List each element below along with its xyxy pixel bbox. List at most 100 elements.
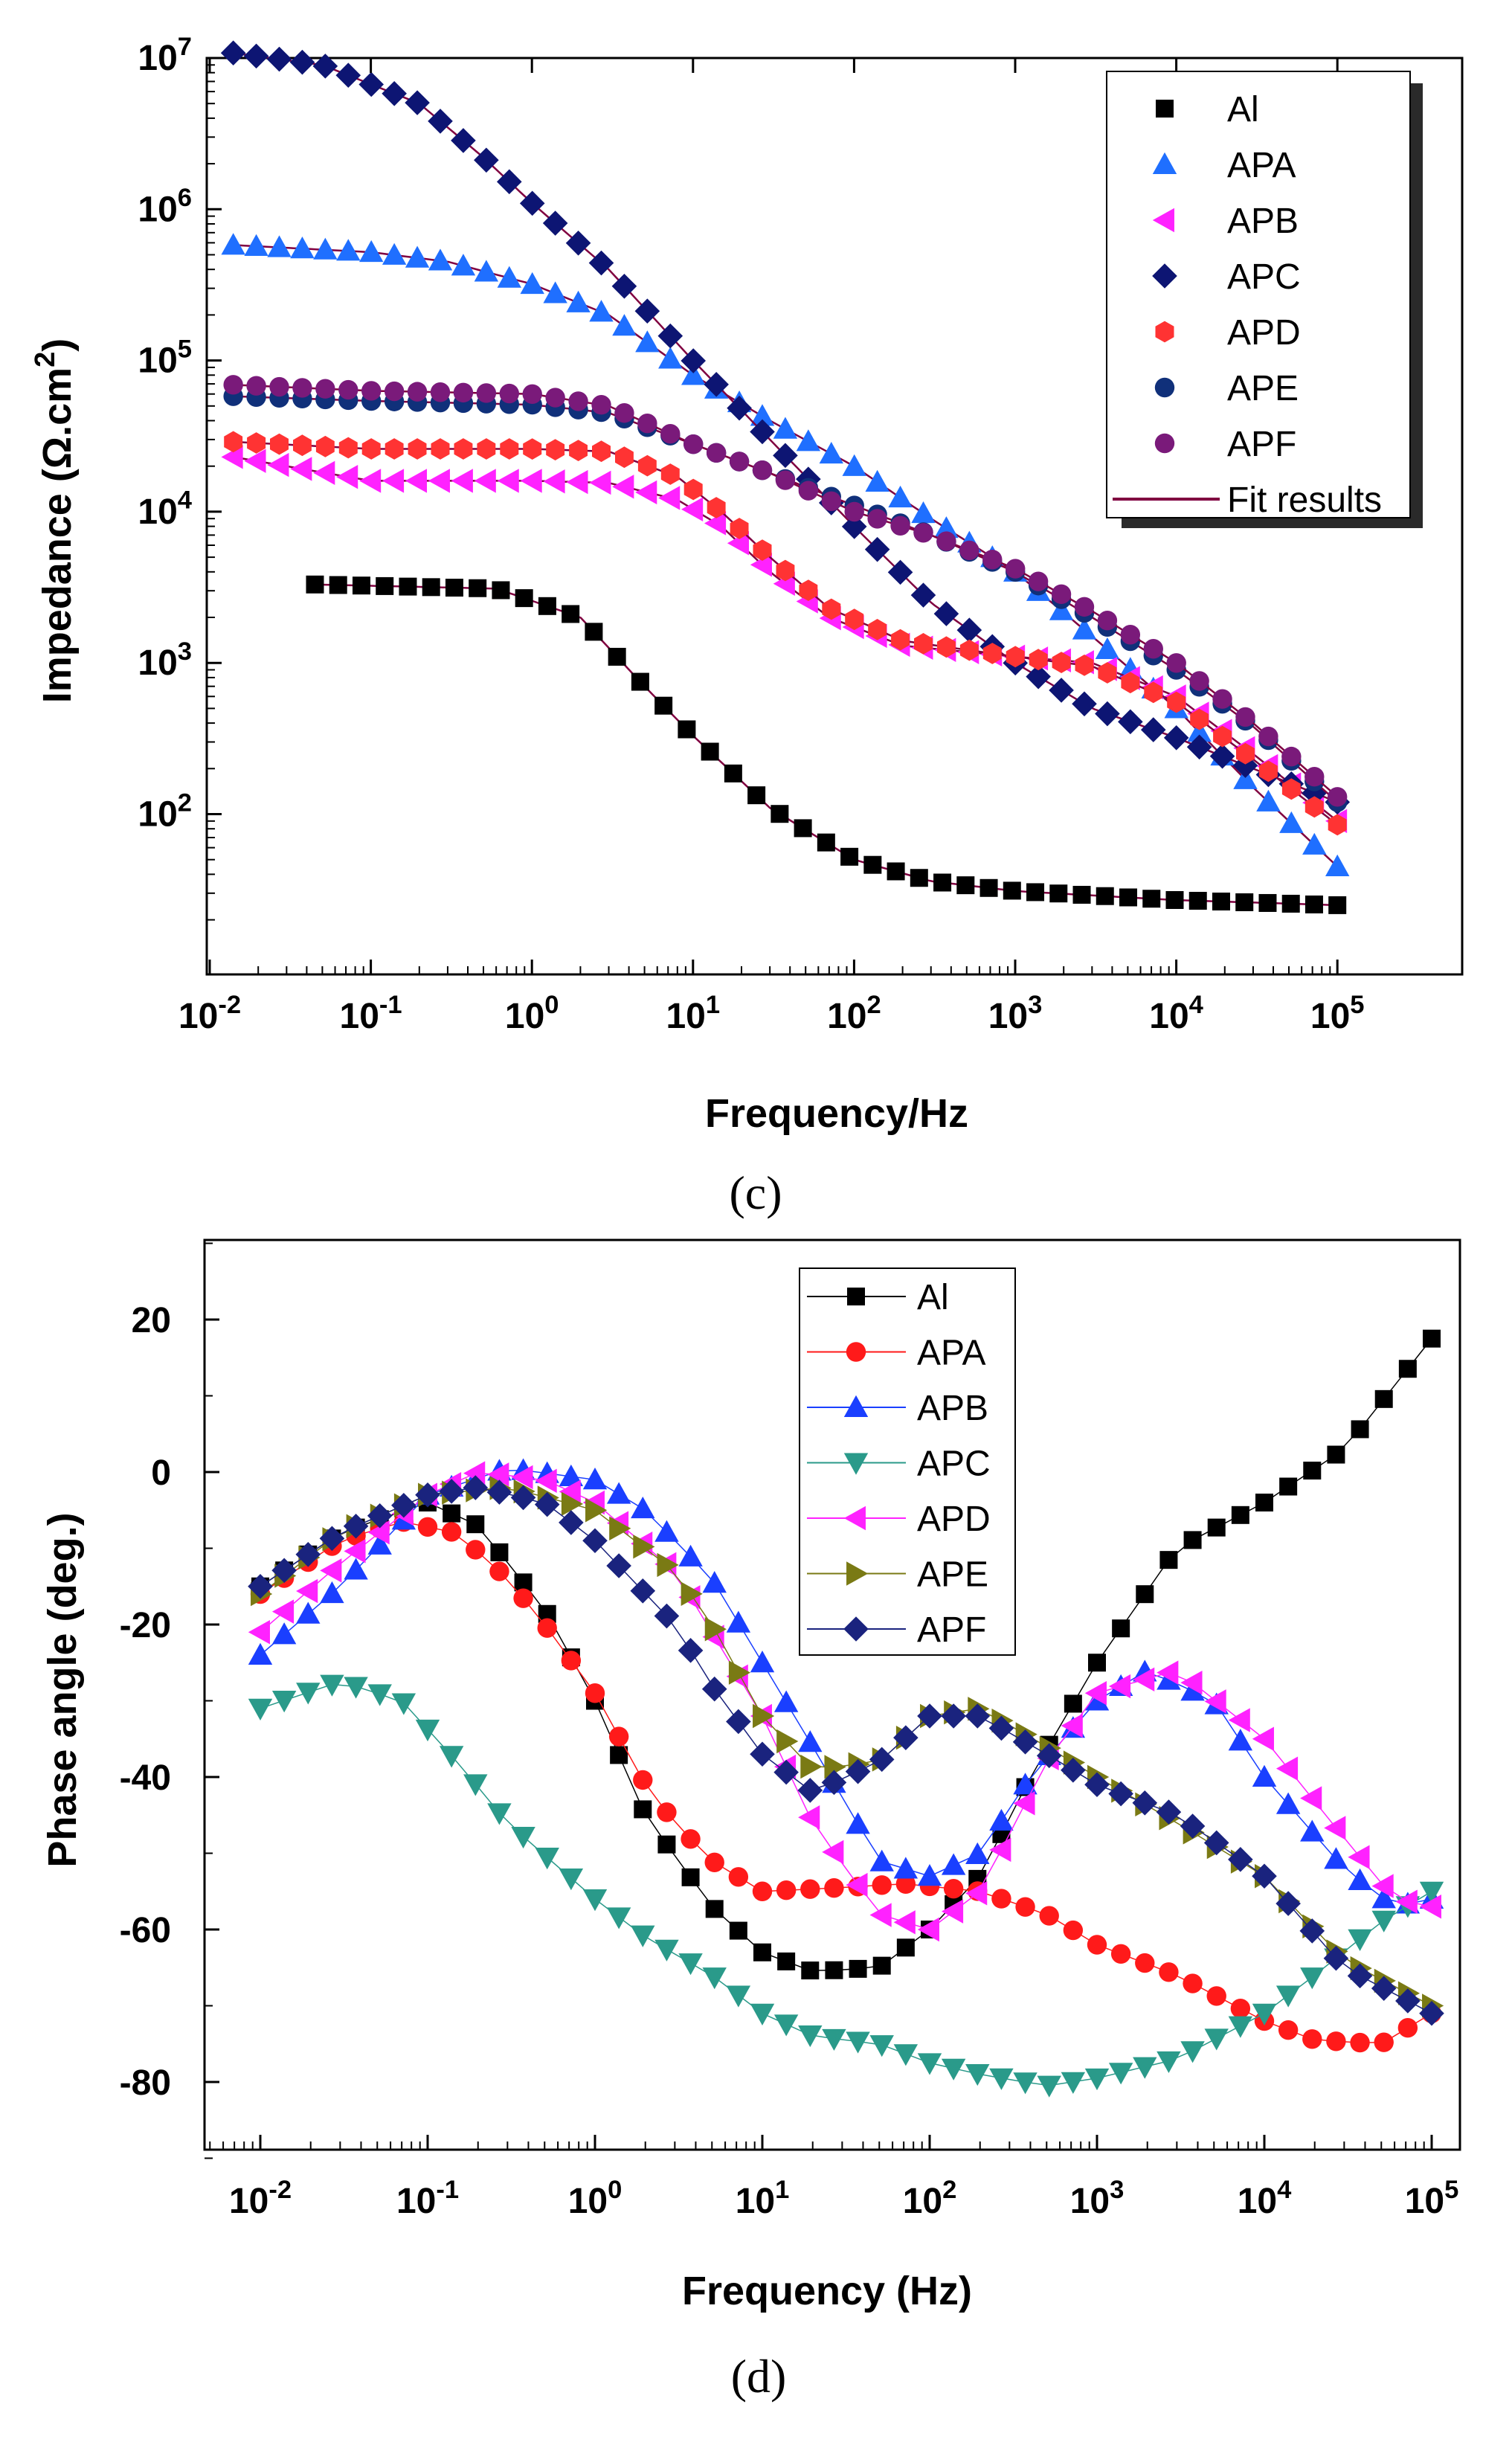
phase-point-apd [1348,1845,1370,1869]
phase-point-al [1112,1619,1130,1638]
phase-legend-marker-ape [846,1561,869,1586]
impedance-point-apd [1328,814,1347,836]
phase-point-apf [893,1725,919,1750]
phase-point-al [1303,1462,1322,1480]
phase-x-tick-label: 10-1 [396,2176,459,2221]
impedance-point-apc [451,128,476,153]
impedance-point-al [631,672,649,691]
phase-point-ape [824,1755,846,1779]
phase-point-al [1159,1551,1178,1569]
impedance-point-al [608,647,626,666]
phase-point-ape [753,1703,775,1729]
impedance-point-apb [428,469,450,493]
impedance-point-al [678,720,696,739]
impedance-point-apa [1233,767,1258,789]
impedance-point-apf [1074,597,1095,617]
phase-y-tick-label: -20 [120,1606,171,1645]
impedance-point-apc [335,62,361,88]
impedance-point-apc [1140,717,1166,742]
impedance-point-apa [543,281,567,303]
impedance-point-apf [913,523,933,543]
phase-legend-marker-apd [843,1506,866,1531]
impedance-x-tick-label: 100 [505,991,559,1036]
phase-point-apb [917,1864,942,1886]
impedance-point-apd [914,633,933,655]
phase-point-apf [271,1558,297,1584]
phase-point-apa [1159,1962,1179,1982]
phase-point-al [681,1868,700,1886]
impedance-y-axis-label-end: ) [35,338,80,352]
phase-point-apc [631,1925,655,1947]
phase-point-apd [1275,1756,1299,1781]
phase-x-tick-label: 104 [1238,2176,1292,2221]
impedance-point-apa [1279,811,1304,833]
phase-point-apf [1347,1963,1373,1989]
phase-point-apc [439,1746,464,1768]
impedance-point-apf [499,383,519,404]
impedance-point-apd [338,437,358,459]
impedance-point-apf [1235,707,1255,727]
phase-point-apd [917,1917,939,1942]
phase-axes: 10-2 10-1 100 101 102 103 104 105 20 0 -20 -40 -60 -8… [120,1242,1458,2221]
impedance-point-apc [1118,709,1143,735]
impedance-point-apa [1049,598,1074,620]
phase-point-apc [965,2064,990,2086]
impedance-point-apa [865,469,889,492]
impedance-x-axis-label: Frequency/Hz [705,1091,968,1136]
phase-point-apa [1015,1897,1035,1917]
impedance-point-apf [453,382,474,403]
phase-point-apb [1013,1773,1038,1795]
impedance-x-tick-label: 10-2 [178,991,241,1036]
phase-point-apf [415,1482,440,1508]
phase-series-layer [248,1329,1444,2098]
impedance-point-apf [660,423,681,444]
phase-point-apf [630,1578,656,1604]
phase-point-apf [654,1603,680,1629]
impedance-point-apb [405,469,428,493]
phase-point-apc [1108,2063,1133,2085]
impedance-point-al [1235,893,1254,911]
impedance-point-apd [776,559,795,582]
phase-point-apf [1395,1988,1421,2014]
impedance-point-al [306,575,324,594]
impedance-point-apa [566,290,591,312]
impedance-point-al [724,764,742,783]
impedance-point-apa [1095,637,1120,659]
phase-point-apf [343,1513,369,1539]
phase-point-apd [1061,1713,1083,1738]
phase-point-apc [415,1719,440,1742]
impedance-point-al [794,819,812,838]
impedance-point-apd [683,478,703,501]
phase-plot-frame [203,1238,1461,2151]
impedance-point-al [538,597,556,615]
phase-point-al [1374,1389,1393,1408]
phase-point-apc [606,1907,631,1929]
phase-point-apa [776,1880,797,1900]
impedance-point-apc [243,43,269,69]
phase-point-apb [248,1642,273,1665]
impedance-series-layer [220,40,1350,914]
impedance-legend-label-apb: APB [1227,202,1299,241]
phase-legend-marker-apc [843,1453,869,1475]
phase-panel: 10-2 10-1 100 101 102 103 104 105 20 0 -20 -40 -60 -8… [40,1238,1461,2403]
phase-point-apb [702,1571,727,1593]
phase-point-apb [773,1690,799,1712]
impedance-point-apb [520,469,542,493]
phase-point-apa [1230,1998,1251,2019]
impedance-point-apc [358,71,385,97]
impedance-point-apc [657,323,683,349]
impedance-point-apb [589,470,611,495]
phase-point-apa [728,1867,749,1887]
impedance-point-apf [407,382,428,402]
panel-d-caption: (d) [731,2350,787,2403]
phase-point-apd [1371,1874,1394,1898]
impedance-point-apf [545,388,565,408]
impedance-point-apa [267,235,292,257]
phase-point-apc [1037,2075,1061,2098]
impedance-point-apc [864,536,890,562]
phase-point-apd [1419,1895,1441,1919]
impedance-point-apb [750,553,772,577]
phase-point-apa [466,1540,486,1560]
phase-point-apb [344,1558,368,1580]
impedance-point-apb [727,531,750,556]
